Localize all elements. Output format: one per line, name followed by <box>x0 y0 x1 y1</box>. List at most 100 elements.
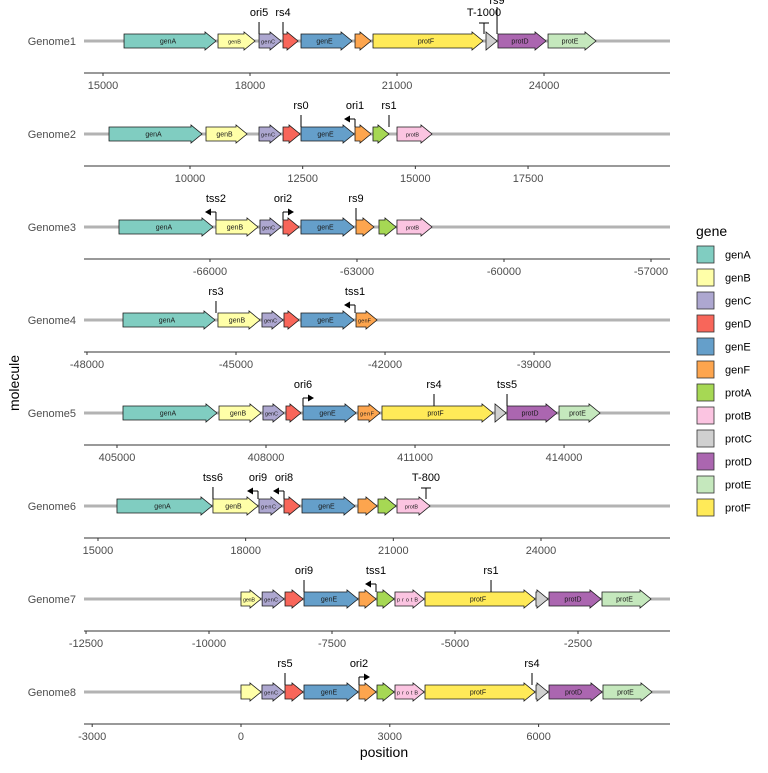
gene-arrow-genB <box>218 403 262 423</box>
x-tick-label: -60000 <box>487 266 521 278</box>
gene-label: protD <box>511 39 528 46</box>
legend-label: protD <box>725 457 752 469</box>
gene-label: genE <box>317 225 334 232</box>
gene-arrow-genE <box>300 310 355 330</box>
x-tick-label: 24000 <box>529 80 560 92</box>
gene-arrow-protE <box>558 403 601 423</box>
arrow-left-icon <box>364 580 371 588</box>
gene-arrow-protC <box>535 589 549 609</box>
legend-swatch-protE <box>696 475 715 494</box>
legend-swatch-protF <box>696 498 715 517</box>
feature-label: rs1 <box>483 565 498 577</box>
gene-label: genF <box>360 412 375 418</box>
x-tick-label: -5000 <box>441 638 469 650</box>
gene-arrow-genB <box>212 496 259 516</box>
gene-arrow-genF <box>355 310 378 330</box>
gene-arrow-genD <box>284 682 304 702</box>
gene-label: protF <box>470 690 486 697</box>
gene-label: genB <box>228 40 241 46</box>
gene-arrow-genD <box>282 217 300 237</box>
legend-swatch-genA <box>696 245 715 264</box>
x-tick-label: 0 <box>238 731 244 743</box>
x-tick-label: -10000 <box>192 638 226 650</box>
feature-label: ori1 <box>346 100 364 112</box>
gene-label: genE <box>316 39 333 46</box>
legend-label: genB <box>725 273 751 285</box>
gene-label: genF <box>358 319 372 325</box>
legend-label: protE <box>725 480 751 492</box>
gene-arrow-protA <box>378 217 397 237</box>
legend-label: genA <box>725 250 751 262</box>
gene-label: genC <box>264 598 278 604</box>
x-tick-label: 18000 <box>230 545 261 557</box>
gene-label: genB <box>243 598 255 604</box>
molecule-label: Genome3 <box>28 222 76 234</box>
gene-label: protD <box>565 690 582 697</box>
gene-label: genC <box>261 505 276 511</box>
gene-arrow-protA <box>376 589 395 609</box>
x-tick-label: -42000 <box>368 359 402 371</box>
molecule-panel-genome8: Genome8 -3000 0 3000 6000 genC genE protB protF p… <box>28 658 670 743</box>
gene-arrow-genA <box>116 496 213 516</box>
x-tick-label: 15000 <box>88 80 119 92</box>
gene-arrow-genF <box>358 589 377 609</box>
x-tick-label: 3000 <box>378 731 402 743</box>
feature-label: ori5 <box>250 7 268 19</box>
molecule-panel-genome1: Genome1 15000 18000 21000 24000 genA genB genC g… <box>28 0 670 92</box>
gene-label: protF <box>470 597 486 604</box>
gene-arrow-protC <box>494 403 507 423</box>
gene-label: genE <box>317 132 334 139</box>
gene-arrow-genA <box>122 310 216 330</box>
gene-label: genC <box>264 691 278 697</box>
gene-label: protB <box>406 133 419 139</box>
gene-label: protD <box>564 597 581 604</box>
gene-arrow-genC <box>262 403 285 423</box>
gene-label: genE <box>321 690 338 697</box>
feature-label: rs4 <box>426 379 441 391</box>
gene-arrow-protE <box>547 31 597 51</box>
legend-swatch-protA <box>696 383 715 402</box>
gene-arrow-protF <box>372 31 484 51</box>
gene-arrow-protA <box>372 124 390 144</box>
gene-arrow-protD <box>506 403 558 423</box>
arrow-right-icon <box>308 394 315 402</box>
x-tick-label: -63000 <box>340 266 374 278</box>
gene-arrow-genF <box>357 403 381 423</box>
x-tick-label: 10000 <box>175 173 206 185</box>
gene-arrow-protD <box>548 589 602 609</box>
gene-label: genC <box>265 412 278 418</box>
molecule-label: Genome6 <box>28 501 76 513</box>
molecule-label: Genome7 <box>28 594 76 606</box>
gene-arrow-genE <box>303 682 359 702</box>
legend-swatch-genE <box>696 337 715 356</box>
feature-label: tss1 <box>366 565 386 577</box>
legend-swatch-genB <box>696 268 715 287</box>
y-axis-title: molecule <box>6 355 22 411</box>
x-tick-label: 6000 <box>526 731 550 743</box>
gene-label: genA <box>145 132 162 139</box>
panels: Genome1 15000 18000 21000 24000 genA genB genC g… <box>28 0 670 743</box>
legend-swatch-genF <box>696 360 715 379</box>
gene-arrow-protF <box>424 589 536 609</box>
gene-label: genB <box>230 411 247 418</box>
x-tick-label: 15000 <box>83 545 114 557</box>
gene-label: protB <box>397 598 418 604</box>
arrow-left-icon <box>344 301 351 309</box>
x-tick-label: -2500 <box>564 638 592 650</box>
gene-arrow-genE <box>301 496 356 516</box>
gene-label: genC <box>261 40 275 46</box>
feature-label: ori2 <box>274 193 292 205</box>
feature-label: ori9 <box>295 565 313 577</box>
x-tick-label: 15000 <box>400 173 431 185</box>
gene-label: genA <box>160 39 177 46</box>
gene-label: genC <box>262 226 275 232</box>
gene-arrow-protE <box>602 682 653 702</box>
gene-arrow-genB <box>205 124 248 144</box>
feature-label: tss1 <box>345 286 365 298</box>
arrow-left-icon <box>272 487 279 495</box>
feature-label: rs3 <box>208 286 223 298</box>
gene-arrow-genD <box>283 310 300 330</box>
gene-arrow-protC <box>485 31 498 51</box>
molecule-label: Genome8 <box>28 687 76 699</box>
